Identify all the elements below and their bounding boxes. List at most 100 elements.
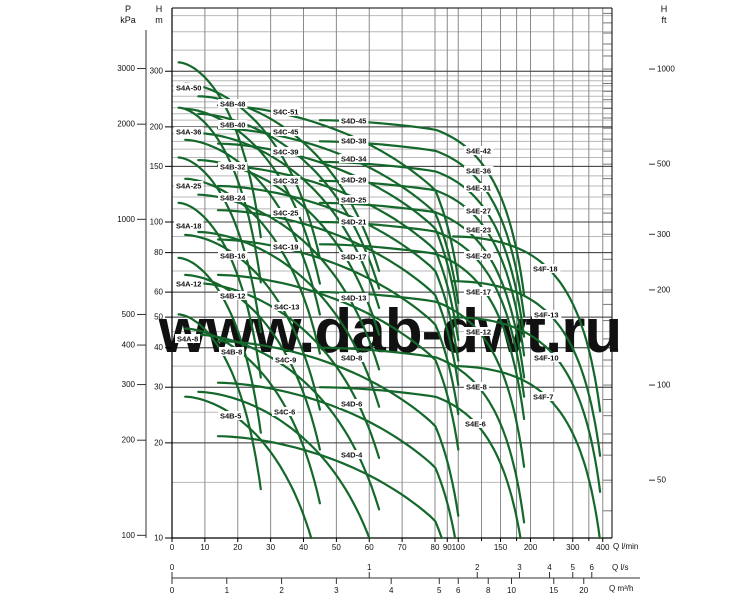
- curve-label-S4B-5: S4B-5: [220, 412, 241, 421]
- curve-label-box: [339, 154, 369, 163]
- svg-text:4: 4: [389, 586, 394, 595]
- svg-text:5: 5: [437, 586, 442, 595]
- svg-text:200: 200: [122, 436, 136, 445]
- curve-label-box: [339, 450, 364, 459]
- curve-S4C-39: [197, 132, 381, 309]
- svg-text:50: 50: [154, 313, 163, 322]
- curve-label-S4D-13: S4D-13: [341, 294, 366, 303]
- svg-text:5: 5: [571, 563, 576, 572]
- svg-text:300: 300: [566, 543, 580, 552]
- curve-label-box: [532, 353, 562, 362]
- svg-text:150: 150: [150, 162, 164, 171]
- svg-text:200: 200: [150, 122, 164, 131]
- curve-label-S4D-29: S4D-29: [341, 176, 366, 185]
- curve-label-S4A-36: S4A-36: [176, 128, 201, 137]
- svg-text:100: 100: [452, 543, 466, 552]
- svg-text:6: 6: [590, 563, 595, 572]
- curve-label-box: [174, 83, 204, 92]
- curve-label-S4F-18: S4F-18: [533, 265, 558, 274]
- curve-label-S4C-51: S4C-51: [273, 108, 298, 117]
- curve-S4B-8: [184, 327, 321, 505]
- svg-text:0: 0: [170, 543, 175, 552]
- curve-label-S4A-18: S4A-18: [176, 222, 201, 231]
- head-m-axis: 10 20 30 40 50 60 80 100 150 200 300: [150, 67, 172, 543]
- flow-m3h-unit-label: Q m³/h: [609, 584, 634, 593]
- curve-label-box: [339, 116, 369, 125]
- svg-text:400: 400: [596, 543, 610, 552]
- curve-label-box: [339, 353, 364, 362]
- svg-text:6: 6: [456, 586, 461, 595]
- curve-label-box: [175, 334, 200, 343]
- curve-S4D-21: [216, 209, 460, 386]
- svg-text:1000: 1000: [657, 65, 675, 74]
- curve-label-box: [464, 183, 494, 192]
- curve-label-box: [271, 107, 301, 116]
- curve-label-box: [339, 175, 369, 184]
- curve-label-box: [464, 382, 489, 391]
- curve-label-S4B-40: S4B-40: [220, 121, 245, 130]
- curve-label-S4D-25: S4D-25: [341, 196, 366, 205]
- curve-S4C-19: [197, 230, 381, 408]
- curve-label-box: [273, 355, 298, 364]
- svg-text:3: 3: [334, 586, 339, 595]
- svg-text:3000: 3000: [117, 64, 135, 73]
- curve-label-box: [339, 252, 369, 261]
- svg-text:20: 20: [579, 586, 588, 595]
- curve-label-S4C-6: S4C-6: [274, 408, 295, 417]
- svg-text:500: 500: [657, 160, 671, 169]
- curve-label-box: [218, 162, 248, 171]
- pressure-axis: 100 200 300 400 500 1000 2000 3000: [117, 30, 147, 540]
- curve-S4F-10: [451, 316, 602, 493]
- curve-label-box: [271, 147, 301, 156]
- curve-label-box: [464, 251, 494, 260]
- curve-label-box: [464, 287, 494, 296]
- curve-label-box: [218, 251, 248, 260]
- svg-text:50: 50: [657, 476, 666, 485]
- svg-text:30: 30: [266, 543, 275, 552]
- head-m-axis-title: H m: [148, 4, 170, 26]
- curve-label-box: [464, 146, 494, 155]
- curve-label-S4D-8: S4D-8: [341, 354, 362, 363]
- curve-label-box: [271, 242, 301, 251]
- curve-label-box: [271, 127, 301, 136]
- curve-label-box: [339, 293, 369, 302]
- head-ft-axis: 50 100 200 300 500 1000: [649, 65, 675, 485]
- curve-labels: S4A-50 S4A-36 S4A-25 S4A-18 S4A-12 S4A-8 S4B-4…: [174, 83, 562, 460]
- curve-S4B-48: [184, 82, 321, 260]
- svg-text:150: 150: [494, 543, 508, 552]
- curve-label-S4C-13: S4C-13: [274, 303, 299, 312]
- pressure-axis-title-symbol: P: [124, 4, 131, 14]
- curve-label-S4C-45: S4C-45: [273, 128, 298, 137]
- curve-label-S4E-20: S4E-20: [466, 252, 491, 261]
- curve-S4A-36: [177, 106, 262, 284]
- curve-label-box: [339, 399, 364, 408]
- svg-text:1: 1: [367, 563, 372, 572]
- svg-text:70: 70: [398, 543, 407, 552]
- curve-label-S4F-7: S4F-7: [533, 393, 553, 402]
- curve-label-box: [339, 195, 369, 204]
- svg-text:80: 80: [431, 543, 440, 552]
- svg-text:80: 80: [154, 248, 163, 257]
- curve-S4B-12: [184, 273, 321, 451]
- curve-label-box: [174, 181, 204, 190]
- svg-text:2: 2: [279, 586, 284, 595]
- curve-label-S4C-25: S4C-25: [273, 209, 298, 218]
- curve-S4E-27: [318, 179, 526, 357]
- svg-text:2: 2: [475, 563, 480, 572]
- curve-label-S4D-21: S4D-21: [341, 218, 366, 227]
- curve-label-box: [218, 193, 248, 202]
- curve-label-S4E-12: S4E-12: [466, 328, 491, 337]
- curve-label-S4D-17: S4D-17: [341, 253, 366, 262]
- curve-label-S4E-42: S4E-42: [466, 147, 491, 156]
- svg-text:100: 100: [150, 218, 164, 227]
- curve-label-box: [218, 99, 248, 108]
- curve-label-box: [272, 407, 297, 416]
- curve-label-S4E-36: S4E-36: [466, 167, 491, 176]
- curve-label-S4E-8: S4E-8: [466, 383, 487, 392]
- curve-S4C-9: [197, 333, 381, 511]
- svg-text:300: 300: [150, 67, 164, 76]
- curve-label-S4E-27: S4E-27: [466, 207, 491, 216]
- svg-text:2000: 2000: [117, 120, 135, 129]
- curve-S4E-6: [318, 386, 522, 540]
